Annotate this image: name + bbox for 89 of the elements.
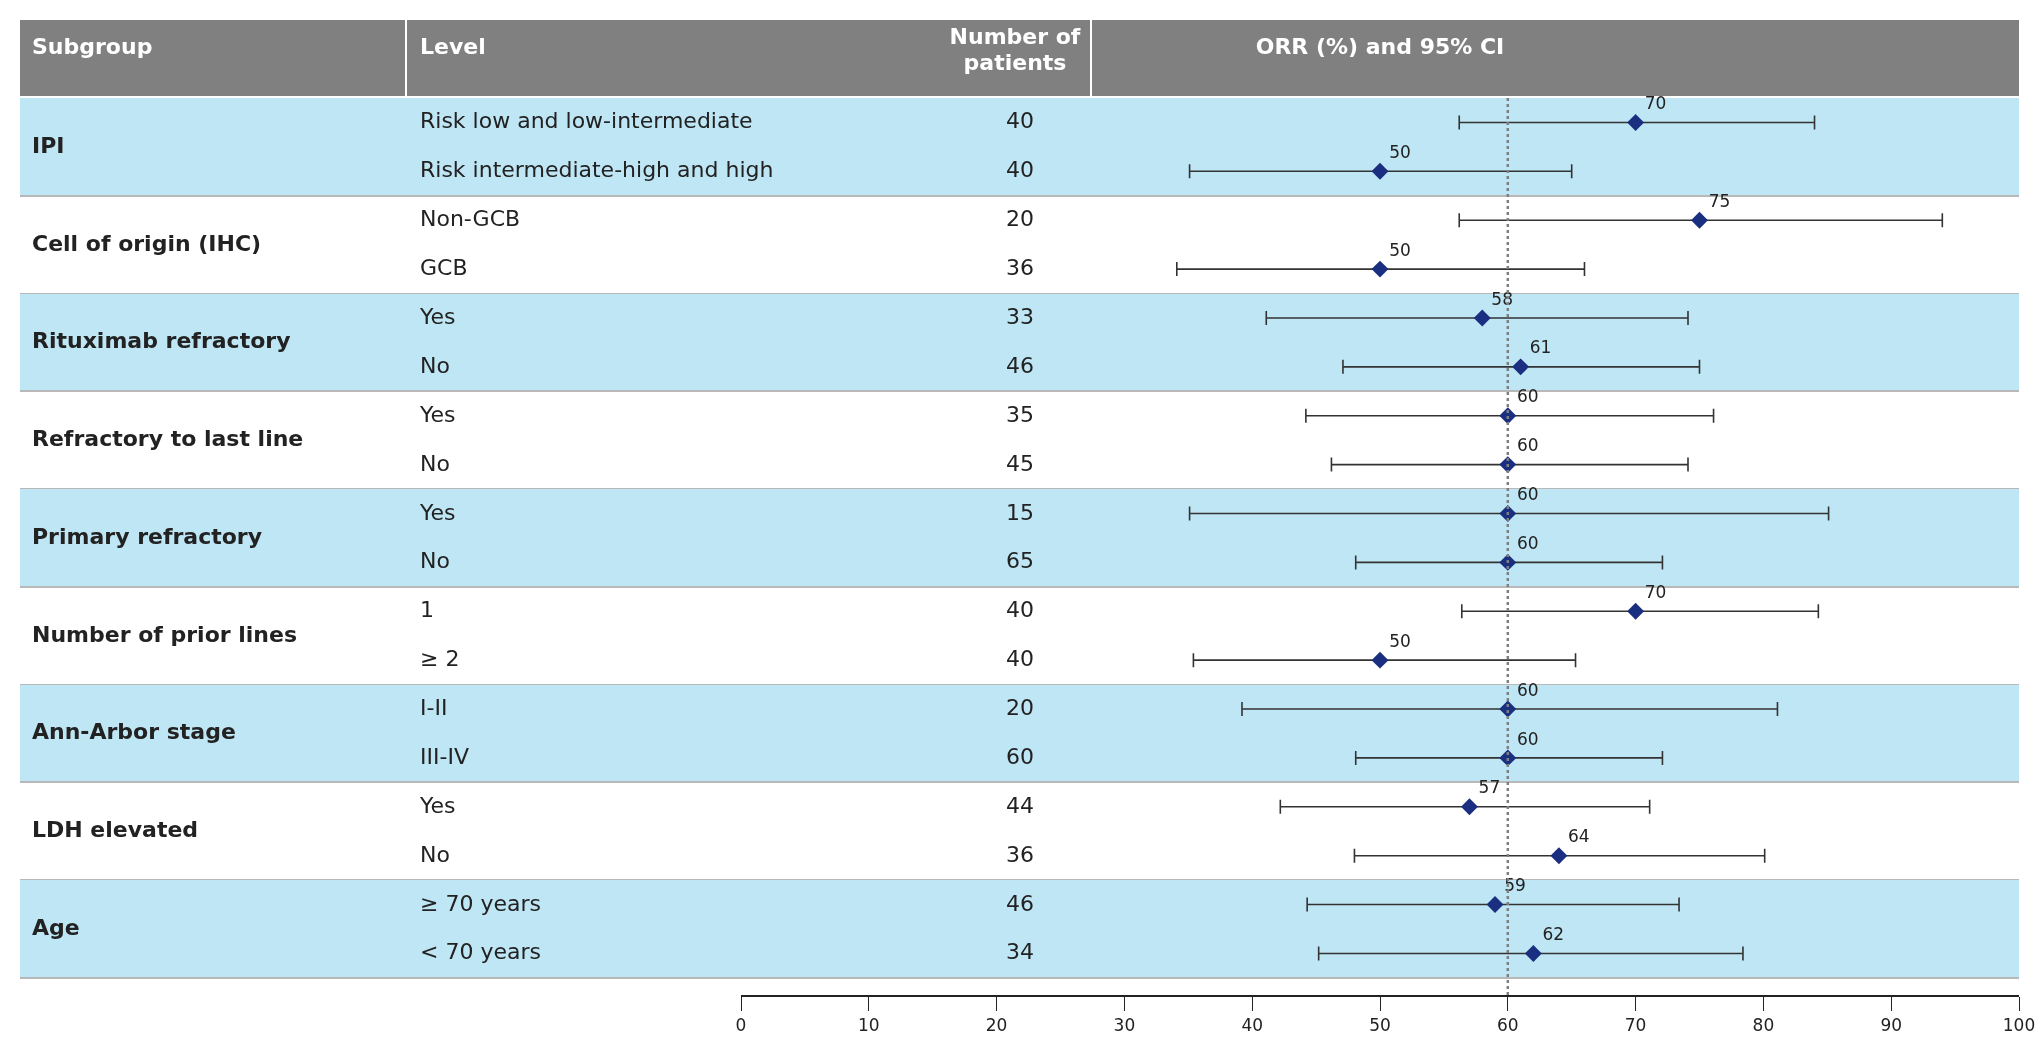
y-tick-label: Yes [420, 499, 456, 525]
x-tick-label: 20 [985, 1014, 1008, 1035]
point [1461, 798, 1478, 816]
y-tick-label: Yes [420, 401, 456, 427]
point [1499, 700, 1517, 718]
point [1371, 651, 1389, 669]
data-label: 60 [1516, 533, 1539, 554]
data-label: 36 [1005, 255, 1035, 281]
data-label: 35 [1005, 401, 1035, 427]
data-label: 60 [1005, 743, 1035, 769]
text: LDH elevated [32, 817, 199, 843]
point [1486, 896, 1504, 914]
x-tick-label: 90 [1880, 1014, 1903, 1035]
y-tick-label: 1 [420, 597, 434, 623]
point [1524, 945, 1542, 962]
data-label: 64 [1568, 826, 1590, 847]
y-tick-label: ≥ 2 [420, 646, 460, 672]
data-label: 40 [1005, 597, 1035, 623]
x-tick-label: 0 [735, 1014, 747, 1035]
y-tick-label: Non-GCB [420, 206, 521, 232]
point [1627, 602, 1645, 620]
y-tick-label: Yes [420, 792, 456, 818]
text: Primary refractory [32, 523, 263, 549]
data-label: 46 [1005, 352, 1035, 378]
data-label: 60 [1516, 728, 1539, 749]
data-label: 20 [1005, 695, 1035, 721]
y-tick-label: Risk intermediate-high and high [420, 157, 774, 183]
text: Number of prior lines [32, 621, 298, 647]
y-tick-label: III-IV [420, 743, 469, 769]
data-label: 62 [1542, 924, 1565, 945]
text: IPI [32, 132, 65, 158]
chart-title: ORR (%) and 95% CI [1255, 34, 1505, 59]
data-label: 50 [1389, 630, 1411, 651]
point [1371, 260, 1389, 278]
data-label: 50 [1389, 141, 1411, 162]
x-tick-label: 50 [1369, 1014, 1391, 1035]
data-label: 40 [1005, 646, 1035, 672]
data-label: 61 [1529, 337, 1552, 358]
x-tick-label: 30 [1113, 1014, 1136, 1035]
data-label: 44 [1005, 792, 1035, 818]
data-label: 36 [1005, 841, 1035, 867]
data-label: 20 [1005, 206, 1035, 232]
x-tick-label: 100 [2002, 1014, 2036, 1035]
data-label: 60 [1516, 386, 1539, 407]
point [1473, 309, 1491, 327]
data-label: 60 [1516, 435, 1539, 456]
y-tick-label: < 70 years [420, 939, 541, 965]
y-tick-label: No [420, 352, 450, 378]
data-label: 50 [1389, 239, 1411, 260]
data-label: 40 [1005, 157, 1035, 183]
text: Refractory to last line [32, 426, 304, 452]
text: Rituximab refractory [32, 328, 291, 354]
data-label: 75 [1708, 190, 1731, 211]
y-tick-label: No [420, 548, 450, 574]
text: Number of patients [948, 24, 1082, 76]
text: Ann-Arbor stage [32, 719, 236, 745]
data-label: 33 [1005, 303, 1035, 329]
x-tick-label: 10 [857, 1014, 880, 1035]
x-tick-label: 40 [1241, 1014, 1264, 1035]
x-tick-label: 70 [1624, 1014, 1647, 1035]
data-label: 70 [1644, 93, 1667, 114]
point [1512, 358, 1530, 376]
point [1691, 211, 1708, 229]
text: Age [32, 915, 80, 940]
text: Cell of origin (IHC) [32, 230, 262, 256]
point [1627, 113, 1645, 131]
data-label: 60 [1516, 484, 1539, 505]
data-label: 65 [1005, 548, 1035, 574]
point [1371, 162, 1389, 180]
y-tick-label: GCB [420, 255, 468, 281]
y-tick-label: ≥ 70 years [420, 890, 541, 916]
y-tick-label: Yes [420, 303, 456, 329]
x-tick-label: 80 [1752, 1014, 1775, 1035]
text: Subgroup [32, 34, 153, 59]
x-tick-label: 60 [1496, 1014, 1519, 1035]
data-label: 70 [1644, 581, 1667, 602]
data-label: 40 [1005, 108, 1035, 134]
data-label: 45 [1005, 450, 1035, 476]
y-tick-label: I-II [420, 695, 448, 721]
data-label: 60 [1516, 679, 1539, 700]
y-tick-label: Risk low and low-intermediate [420, 108, 753, 134]
data-label: 34 [1005, 939, 1035, 965]
data-label: 46 [1005, 890, 1035, 916]
y-tick-label: No [420, 841, 450, 867]
data-label: 15 [1005, 499, 1035, 525]
data-label: 57 [1478, 777, 1501, 798]
y-tick-label: No [420, 450, 450, 476]
y-axis-title: Level [420, 34, 486, 59]
point [1550, 847, 1568, 865]
